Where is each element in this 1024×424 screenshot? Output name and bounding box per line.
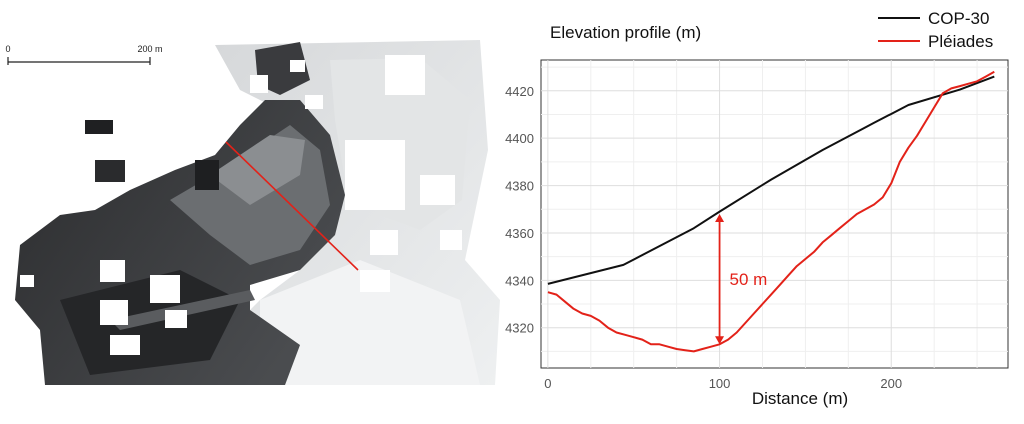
x-tick-label: 100 bbox=[709, 376, 731, 391]
difference-label: 50 m bbox=[730, 270, 768, 289]
annotation: 50 m bbox=[715, 214, 768, 345]
arrowhead-bottom bbox=[715, 336, 725, 345]
y-tick-label: 4380 bbox=[505, 179, 534, 194]
x-axis-label: Distance (m) bbox=[752, 389, 848, 408]
satellite-map: 0 200 m bbox=[0, 0, 500, 419]
data-series bbox=[547, 70, 995, 353]
series-line-cop30 bbox=[547, 75, 995, 285]
legend-label: Pléiades bbox=[928, 32, 993, 51]
legend: COP-30 Pléiades bbox=[878, 9, 993, 51]
y-tick-label: 4400 bbox=[505, 131, 534, 146]
tick-labels: 0 100 200 4320 4340 4360 4380 4400 4420 bbox=[505, 84, 902, 391]
plot-area bbox=[540, 59, 1009, 369]
scale-bar-start-label: 0 bbox=[5, 44, 10, 54]
x-tick-label: 0 bbox=[544, 376, 551, 391]
gridlines bbox=[541, 60, 1008, 368]
y-tick-label: 4420 bbox=[505, 84, 534, 99]
series-line-pleiades bbox=[547, 70, 995, 353]
y-tick-label: 4320 bbox=[505, 321, 534, 336]
elevation-profile-chart: Elevation profile (m) 0 100 200 4320 4340 436… bbox=[500, 0, 1024, 419]
scale-bar: 0 200 m bbox=[5, 44, 163, 65]
scale-bar-end-label: 200 m bbox=[137, 44, 162, 54]
y-tick-label: 4340 bbox=[505, 273, 534, 288]
x-tick-label: 200 bbox=[880, 376, 902, 391]
profile-line bbox=[225, 141, 359, 271]
y-tick-label: 4360 bbox=[505, 226, 534, 241]
chart-title: Elevation profile (m) bbox=[550, 23, 701, 42]
arrowhead-top bbox=[715, 214, 725, 222]
legend-label: COP-30 bbox=[928, 9, 989, 28]
